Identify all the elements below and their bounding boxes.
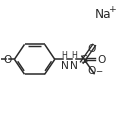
Text: H: H (62, 50, 67, 59)
Text: O: O (88, 44, 96, 54)
Text: H: H (71, 50, 77, 59)
Text: +: + (108, 5, 116, 14)
Text: S: S (80, 55, 88, 65)
Text: N: N (61, 60, 68, 70)
Text: O: O (98, 55, 106, 65)
Text: −: − (95, 66, 102, 74)
Text: Na: Na (95, 8, 112, 21)
Text: O: O (88, 66, 96, 76)
Text: N: N (70, 60, 78, 70)
Text: O: O (3, 55, 11, 65)
